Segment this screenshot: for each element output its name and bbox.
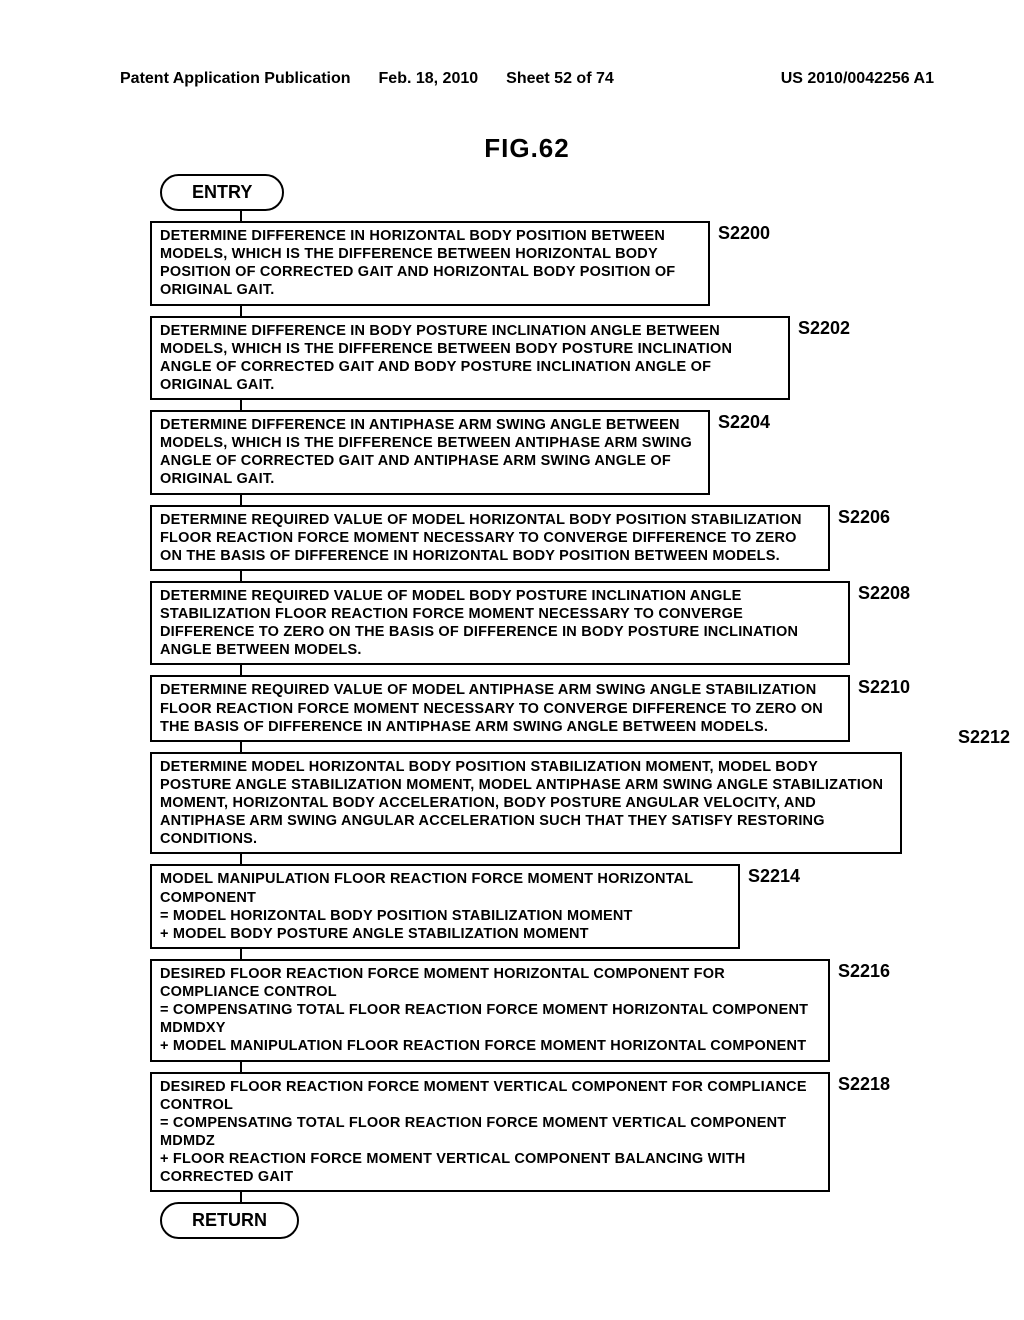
- flow-step: DETERMINE DIFFERENCE IN BODY POSTURE INC…: [150, 316, 950, 401]
- step-box: DESIRED FLOOR REACTION FORCE MOMENT VERT…: [150, 1072, 830, 1193]
- step-label: S2208: [858, 581, 910, 604]
- step-label: S2216: [838, 959, 890, 982]
- step-box: DETERMINE REQUIRED VALUE OF MODEL BODY P…: [150, 581, 850, 666]
- flow-step: DETERMINE DIFFERENCE IN HORIZONTAL BODY …: [150, 221, 950, 306]
- step-label: S2218: [838, 1072, 890, 1095]
- step-box: DETERMINE REQUIRED VALUE OF MODEL ANTIPH…: [150, 675, 850, 741]
- header-pubno: US 2010/0042256 A1: [781, 70, 934, 88]
- step-box: DESIRED FLOOR REACTION FORCE MOMENT HORI…: [150, 959, 830, 1062]
- step-label: S2204: [718, 410, 770, 433]
- step-box: DETERMINE MODEL HORIZONTAL BODY POSITION…: [150, 752, 902, 855]
- step-label: S2214: [748, 864, 800, 887]
- flowchart: ENTRY DETERMINE DIFFERENCE IN HORIZONTAL…: [150, 174, 950, 1239]
- page: Patent Application Publication Feb. 18, …: [0, 0, 1024, 1299]
- flow-step: DETERMINE REQUIRED VALUE OF MODEL BODY P…: [150, 581, 950, 666]
- flow-step: DETERMINE MODEL HORIZONTAL BODY POSITION…: [150, 752, 950, 855]
- connector: [240, 306, 950, 316]
- figure-title: FIG.62: [120, 133, 934, 164]
- header-date: Feb. 18, 2010: [379, 70, 479, 88]
- flow-step: DESIRED FLOOR REACTION FORCE MOMENT VERT…: [150, 1072, 950, 1193]
- connector: [240, 1192, 950, 1202]
- connector: [240, 665, 950, 675]
- step-box: DETERMINE DIFFERENCE IN HORIZONTAL BODY …: [150, 221, 710, 306]
- connector: [240, 495, 950, 505]
- step-box: DETERMINE DIFFERENCE IN BODY POSTURE INC…: [150, 316, 790, 401]
- step-label: S2210: [858, 675, 910, 698]
- header-left: Patent Application Publication: [120, 70, 351, 88]
- connector: [240, 571, 950, 581]
- flow-step: DETERMINE REQUIRED VALUE OF MODEL ANTIPH…: [150, 675, 950, 741]
- flow-step: MODEL MANIPULATION FLOOR REACTION FORCE …: [150, 864, 950, 949]
- step-box: DETERMINE DIFFERENCE IN ANTIPHASE ARM SW…: [150, 410, 710, 495]
- patent-header: Patent Application Publication Feb. 18, …: [120, 70, 934, 88]
- step-label: S2212: [958, 727, 1010, 748]
- flow-step: DETERMINE DIFFERENCE IN ANTIPHASE ARM SW…: [150, 410, 950, 495]
- connector: [240, 742, 950, 752]
- entry-terminal: ENTRY: [160, 174, 284, 211]
- step-box: DETERMINE REQUIRED VALUE OF MODEL HORIZO…: [150, 505, 830, 571]
- header-sheet: Sheet 52 of 74: [506, 70, 614, 88]
- step-label: S2202: [798, 316, 850, 339]
- step-box: MODEL MANIPULATION FLOOR REACTION FORCE …: [150, 864, 740, 949]
- flow-step: DESIRED FLOOR REACTION FORCE MOMENT HORI…: [150, 959, 950, 1062]
- step-label: S2206: [838, 505, 890, 528]
- connector: [240, 854, 950, 864]
- connector: [240, 949, 950, 959]
- connector: [240, 400, 950, 410]
- flow-step: DETERMINE REQUIRED VALUE OF MODEL HORIZO…: [150, 505, 950, 571]
- connector: [240, 211, 950, 221]
- step-label: S2200: [718, 221, 770, 244]
- return-terminal: RETURN: [160, 1202, 299, 1239]
- connector: [240, 1062, 950, 1072]
